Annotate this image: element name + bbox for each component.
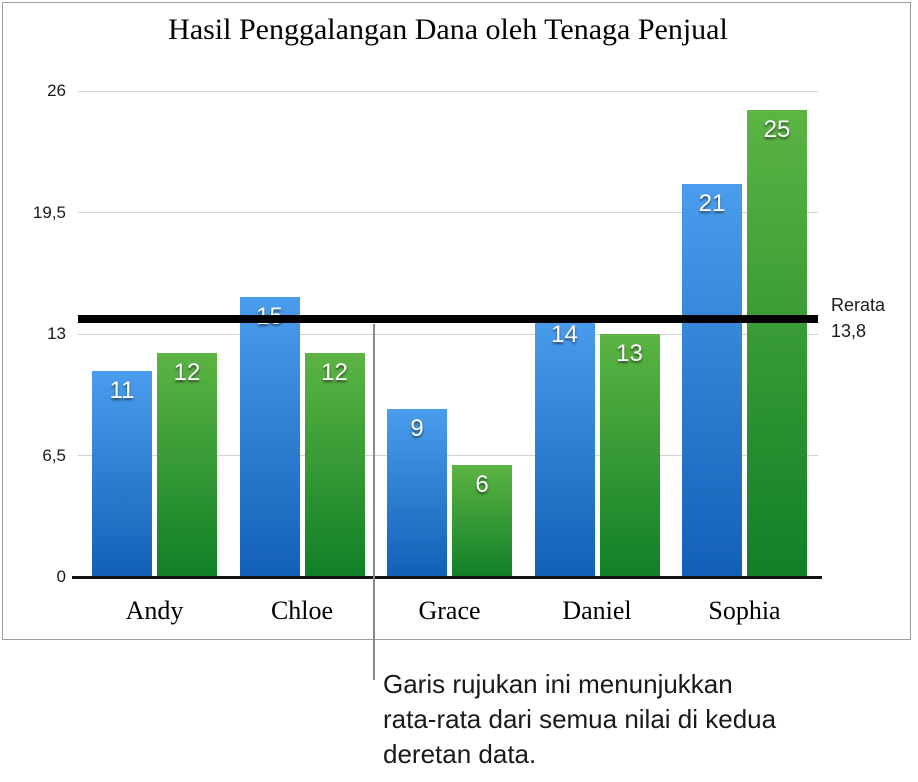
bar-value-label: 9 <box>410 414 424 442</box>
bar-value-label: 11 <box>109 377 135 405</box>
y-axis-tick-label: 6,5 <box>42 445 66 465</box>
callout-text-line: deretan data. <box>383 739 537 769</box>
reference-line-label: Rerata 13,8 <box>831 292 911 344</box>
bar-value-label: 6 <box>475 470 489 498</box>
category-label: Sophia <box>708 596 781 625</box>
bar-green-daniel: 13 <box>599 334 660 578</box>
reference-line-value: 13,8 <box>831 321 867 342</box>
reference-line <box>78 315 818 324</box>
y-axis-tick-label: 26 <box>47 81 66 100</box>
callout-text-line: Garis rujukan ini menunjukkan <box>383 669 733 699</box>
callout-text: Garis rujukan ini menunjukkan rata-rata … <box>383 667 883 772</box>
gridline <box>78 455 818 456</box>
gridline <box>78 212 818 213</box>
bar-value-label: 12 <box>321 358 348 386</box>
bar-green-grace: 6 <box>452 464 512 578</box>
bar-value-label: 25 <box>763 115 791 143</box>
bar-blue-andy: 11 <box>92 371 152 578</box>
gridline <box>78 90 818 92</box>
bar-blue-chloe: 15 <box>239 296 300 578</box>
bar-value-label: 12 <box>173 358 201 386</box>
category-label: Chloe <box>270 596 334 625</box>
bar-blue-daniel: 14 <box>534 315 595 578</box>
callout-connector-line <box>373 324 375 680</box>
bar-value-label: 21 <box>698 190 726 218</box>
y-axis-tick-label: 19,5 <box>32 202 66 222</box>
gridline <box>78 333 818 335</box>
bar-green-sophia: 25 <box>747 109 807 578</box>
category-label: Grace <box>418 596 481 625</box>
chart-title: Hasil Penggalangan Dana oleh Tenaga Penj… <box>168 13 728 46</box>
bar-green-chloe: 12 <box>304 352 365 578</box>
category-label: Daniel <box>562 596 632 625</box>
x-axis-line <box>72 576 822 579</box>
category-label: Andy <box>125 596 184 625</box>
y-axis-tick-label: 13 <box>47 324 66 343</box>
bar-value-label: 14 <box>551 321 578 349</box>
y-axis-tick-label: 0 <box>56 567 66 586</box>
bar-value-label: 13 <box>616 340 643 367</box>
bar-green-andy: 12 <box>157 352 217 578</box>
bar-blue-sophia: 21 <box>682 184 742 578</box>
bar-blue-grace: 9 <box>387 408 447 578</box>
callout-text-line: rata-rata dari semua nilai di kedua <box>383 704 777 734</box>
reference-line-label-text: Rerata <box>831 295 886 316</box>
